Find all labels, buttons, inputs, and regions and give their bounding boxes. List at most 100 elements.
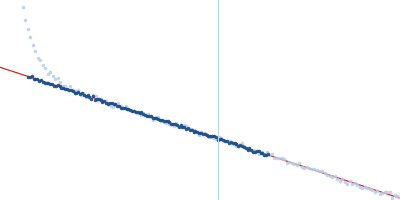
Point [220, 139, 226, 142]
Point [202, 132, 208, 135]
Point [266, 154, 272, 157]
Point [124, 107, 130, 111]
Point [67, 85, 74, 88]
Point [37, 58, 44, 62]
Point [81, 93, 87, 96]
Point [50, 75, 56, 78]
Point [203, 133, 210, 136]
Point [263, 154, 269, 157]
Point [135, 111, 142, 115]
Point [133, 110, 139, 113]
Point [44, 72, 51, 75]
Point [326, 174, 333, 177]
Point [133, 110, 139, 114]
Point [155, 115, 162, 118]
Point [146, 114, 152, 118]
Point [176, 125, 182, 128]
Point [334, 178, 340, 181]
Point [244, 148, 251, 152]
Point [235, 144, 242, 147]
Point [205, 135, 212, 138]
Point [176, 126, 182, 129]
Point [324, 174, 330, 177]
Point [213, 136, 219, 139]
Point [179, 125, 186, 129]
Point [265, 153, 271, 156]
Point [116, 105, 122, 108]
Point [274, 157, 280, 160]
Point [143, 114, 149, 117]
Point [296, 161, 302, 164]
Point [237, 144, 243, 147]
Point [246, 147, 252, 150]
Point [264, 151, 270, 154]
Point [329, 175, 335, 178]
Point [251, 148, 257, 151]
Point [241, 144, 247, 147]
Point [80, 91, 86, 94]
Point [115, 101, 122, 104]
Point [289, 161, 295, 164]
Point [70, 88, 76, 91]
Point [105, 102, 111, 105]
Point [258, 151, 265, 154]
Point [196, 131, 202, 134]
Point [42, 81, 48, 84]
Point [30, 78, 37, 81]
Point [192, 130, 199, 133]
Point [150, 116, 156, 119]
Point [134, 110, 141, 114]
Point [216, 137, 223, 140]
Point [188, 128, 194, 131]
Point [394, 194, 400, 197]
Point [27, 75, 33, 78]
Point [140, 112, 146, 115]
Point [222, 140, 228, 143]
Point [200, 132, 206, 135]
Point [120, 107, 126, 110]
Point [75, 88, 81, 91]
Point [185, 126, 191, 129]
Point [114, 104, 120, 108]
Point [346, 180, 353, 183]
Point [294, 164, 300, 167]
Point [316, 170, 323, 173]
Point [161, 119, 167, 122]
Point [110, 105, 116, 108]
Point [160, 120, 167, 124]
Point [58, 87, 65, 90]
Point [28, 75, 35, 78]
Point [110, 103, 117, 106]
Point [153, 116, 160, 120]
Point [118, 106, 124, 109]
Point [144, 115, 150, 118]
Point [183, 124, 189, 128]
Point [92, 94, 99, 97]
Point [339, 178, 345, 181]
Point [55, 76, 61, 79]
Point [168, 122, 174, 125]
Point [211, 135, 217, 138]
Point [71, 91, 78, 95]
Point [188, 128, 195, 132]
Point [204, 134, 210, 137]
Point [250, 150, 256, 153]
Point [243, 147, 250, 150]
Point [256, 153, 262, 156]
Point [362, 186, 368, 189]
Point [259, 151, 266, 154]
Point [224, 140, 230, 143]
Point [193, 130, 200, 133]
Point [230, 142, 236, 145]
Point [291, 163, 298, 166]
Point [397, 195, 400, 198]
Point [62, 84, 69, 88]
Point [304, 165, 310, 168]
Point [252, 150, 258, 154]
Point [301, 167, 308, 170]
Point [239, 144, 245, 147]
Point [248, 149, 255, 152]
Point [47, 82, 54, 85]
Point [196, 133, 202, 137]
Point [271, 156, 278, 159]
